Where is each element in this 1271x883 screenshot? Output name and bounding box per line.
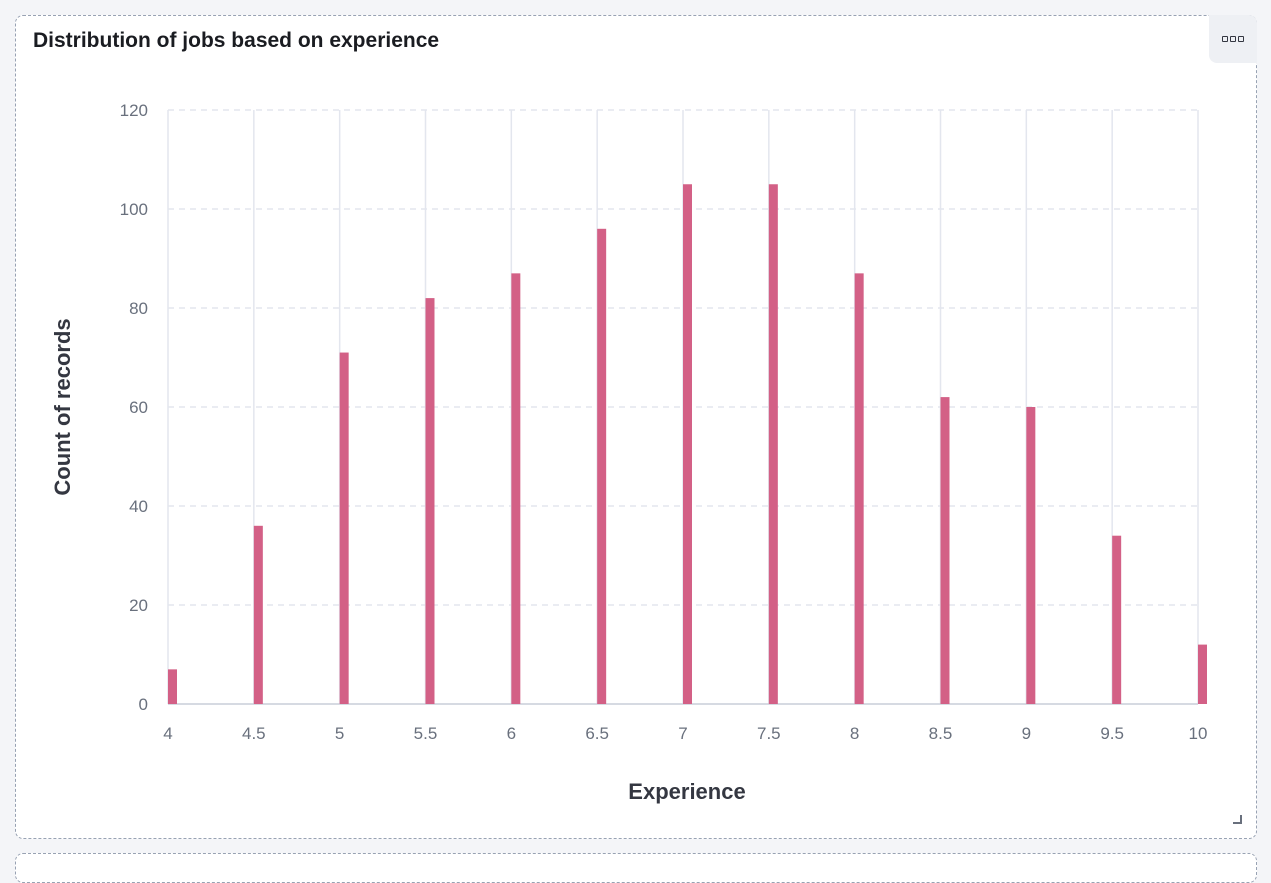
y-tick-label: 60 xyxy=(129,398,148,417)
y-axis-title: Count of records xyxy=(50,318,75,495)
chart-panel: Distribution of jobs based on experience xyxy=(15,15,1257,839)
x-tick-label: 5 xyxy=(335,724,344,743)
panel-title: Distribution of jobs based on experience xyxy=(33,29,440,52)
x-tick-label: 7.5 xyxy=(757,724,781,743)
y-tick-label: 0 xyxy=(139,695,148,714)
bar[interactable] xyxy=(768,184,778,704)
bar[interactable] xyxy=(683,184,692,704)
panel-options-button[interactable] xyxy=(1209,15,1257,63)
y-axis-ticks: 0 20 40 60 80 100 120 xyxy=(120,101,148,714)
x-tick-label: 5.5 xyxy=(414,724,438,743)
x-tick-label: 9 xyxy=(1022,724,1031,743)
bar[interactable] xyxy=(1112,535,1122,704)
bar[interactable] xyxy=(1198,644,1207,704)
x-tick-label: 7 xyxy=(678,724,687,743)
chart-bars xyxy=(168,184,1207,705)
x-axis-title: Experience xyxy=(628,779,745,804)
bar[interactable] xyxy=(940,397,950,704)
y-tick-label: 120 xyxy=(120,101,148,120)
y-tick-label: 100 xyxy=(120,200,148,219)
x-tick-label: 8 xyxy=(850,724,859,743)
bar[interactable] xyxy=(511,273,521,704)
x-axis-ticks: 4 4.5 5 5.5 6 6.5 7 7.5 8 8.5 9 9.5 10 xyxy=(163,724,1207,743)
bar-chart: 4 4.5 5 5.5 6 6.5 7 7.5 8 8.5 9 9.5 10 0 20 40 60 80 100 1… xyxy=(50,101,1207,804)
ellipsis-icon xyxy=(1222,36,1244,42)
x-tick-label: 4.5 xyxy=(242,724,266,743)
bar[interactable] xyxy=(168,669,177,704)
x-tick-label: 10 xyxy=(1189,724,1208,743)
bar[interactable] xyxy=(854,273,864,704)
bar[interactable] xyxy=(339,352,349,704)
y-tick-label: 40 xyxy=(129,497,148,516)
y-tick-label: 80 xyxy=(129,299,148,318)
bar[interactable] xyxy=(425,298,435,704)
bar[interactable] xyxy=(597,228,607,705)
x-tick-label: 6.5 xyxy=(585,724,609,743)
next-panel xyxy=(15,853,1257,883)
x-tick-label: 9.5 xyxy=(1100,724,1124,743)
x-tick-label: 8.5 xyxy=(929,724,953,743)
resize-corner-icon[interactable] xyxy=(1233,815,1242,824)
x-tick-label: 4 xyxy=(163,724,172,743)
x-tick-label: 6 xyxy=(507,724,516,743)
bar[interactable] xyxy=(1026,407,1036,704)
y-tick-label: 20 xyxy=(129,596,148,615)
bar[interactable] xyxy=(253,525,263,704)
